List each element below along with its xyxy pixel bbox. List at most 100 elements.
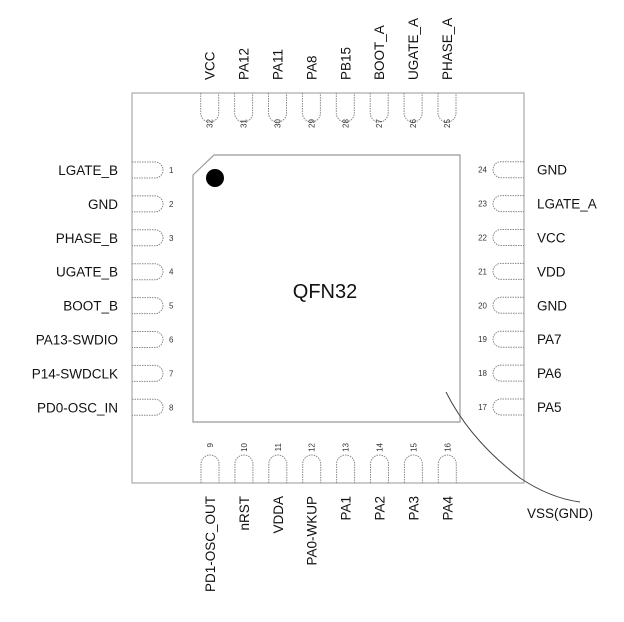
pin-label: PA12 — [237, 48, 252, 80]
pin-label: P14-SWDCLK — [32, 366, 118, 381]
pin-label: PA2 — [373, 496, 388, 521]
die-outline — [192, 154, 461, 423]
pin-number: 30 — [274, 119, 283, 128]
pin-number: 18 — [478, 369, 487, 378]
pin-number: 10 — [240, 442, 249, 451]
package-outline — [131, 92, 525, 484]
pin-label: VCC — [537, 231, 566, 246]
pin-number: 22 — [478, 234, 487, 243]
pin-number: 27 — [375, 119, 384, 128]
pin-number: 28 — [341, 119, 350, 128]
pin-number: 19 — [478, 335, 487, 344]
pin-label: PA4 — [440, 496, 455, 521]
pin-pad-11 — [268, 454, 288, 483]
pin-number: 13 — [342, 442, 351, 451]
pin-pad-26 — [403, 93, 423, 123]
pin-number: 5 — [169, 302, 174, 311]
pin-pad-16 — [437, 454, 457, 483]
pin-pad-25 — [437, 93, 457, 123]
pin-label: PA0-WKUP — [305, 496, 320, 566]
pin-pad-4 — [132, 263, 164, 281]
pin-label: PHASE_B — [56, 231, 118, 246]
pin-pad-28 — [335, 93, 355, 123]
pin-label: UGATE_A — [406, 18, 421, 80]
pin-label: GND — [537, 163, 567, 178]
pin-number: 16 — [443, 442, 452, 451]
pin-number: 26 — [409, 119, 418, 128]
pin-pad-2 — [132, 195, 164, 213]
pin-pad-30 — [268, 93, 287, 123]
pin-pad-24 — [492, 161, 524, 179]
pin-pad-5 — [132, 297, 164, 315]
pin-pad-22 — [492, 229, 524, 246]
pin-label: PB15 — [338, 47, 353, 80]
pin-number: 8 — [169, 403, 174, 412]
pin-pad-8 — [132, 398, 164, 416]
pin-label: PA11 — [271, 49, 286, 80]
pin-number: 24 — [478, 166, 487, 175]
pin-pad-10 — [234, 454, 254, 483]
pin-number: 11 — [274, 442, 283, 451]
pin-number: 25 — [443, 119, 452, 128]
pin-label: PA5 — [537, 400, 562, 415]
pin-label: VCC — [203, 51, 218, 80]
pin-number: 21 — [478, 267, 487, 276]
pin-label: PA7 — [537, 332, 562, 347]
pin-label: PA3 — [406, 496, 421, 521]
pin-pad-1 — [132, 161, 164, 179]
pin-pad-19 — [492, 330, 524, 348]
pin-pad-18 — [492, 364, 524, 382]
pin-number: 23 — [478, 200, 487, 209]
pin-label: UGATE_B — [56, 265, 118, 280]
pin-pad-13 — [336, 454, 356, 483]
pin-number: 31 — [240, 119, 249, 128]
pin-number: 17 — [478, 403, 487, 412]
pin-pad-15 — [403, 454, 423, 483]
pin-label: BOOT_A — [372, 25, 387, 80]
pin-label: VDD — [537, 264, 566, 279]
pin-number: 20 — [478, 301, 487, 310]
pin-label: GND — [537, 298, 567, 313]
pin-pad-12 — [302, 454, 322, 483]
pin-pad-29 — [301, 93, 321, 123]
pin-pad-17 — [492, 398, 524, 416]
pin-label: PA8 — [304, 55, 319, 80]
pin-label: nRST — [237, 496, 252, 531]
exposed-pad-leader-line — [445, 391, 581, 503]
pin-number: 32 — [206, 119, 215, 128]
pin-label: LGATE_A — [537, 197, 597, 212]
pin-number: 12 — [308, 442, 317, 451]
pin-label: PHASE_A — [440, 18, 455, 80]
pin-pad-9 — [200, 454, 220, 483]
pin1-marker-dot — [206, 169, 224, 187]
pin-pad-6 — [132, 331, 164, 348]
pin-pad-21 — [492, 262, 524, 280]
exposed-pad-label: VSS(GND) — [527, 506, 593, 521]
pin-number: 6 — [169, 336, 174, 345]
pin-number: 15 — [409, 442, 418, 451]
pin-label: LGATE_B — [58, 163, 118, 178]
pin-label: PD0-OSC_IN — [37, 400, 118, 415]
pin-pad-7 — [132, 364, 164, 382]
pin-number: 3 — [169, 234, 174, 243]
pin-pad-32 — [200, 93, 220, 123]
pin-label: PA1 — [339, 496, 354, 521]
pin-number: 4 — [169, 268, 174, 277]
pin-number: 14 — [376, 442, 385, 451]
pin-pad-31 — [234, 93, 254, 123]
pin-number: 2 — [169, 200, 174, 209]
pin-pad-27 — [369, 93, 389, 123]
pin-label: VDDA — [271, 496, 286, 534]
pin-number: 7 — [169, 369, 174, 378]
pin-pad-23 — [492, 195, 524, 213]
pin-label: GND — [88, 197, 118, 212]
pin-label: BOOT_B — [63, 299, 118, 314]
pin-pad-14 — [370, 454, 389, 483]
pin-label: PA6 — [537, 366, 562, 381]
pin-label: PA13-SWDIO — [36, 333, 118, 348]
pin-number: 29 — [307, 119, 316, 128]
pin-label: PD1-OSC_OUT — [203, 496, 218, 592]
pin-pad-3 — [132, 229, 164, 247]
